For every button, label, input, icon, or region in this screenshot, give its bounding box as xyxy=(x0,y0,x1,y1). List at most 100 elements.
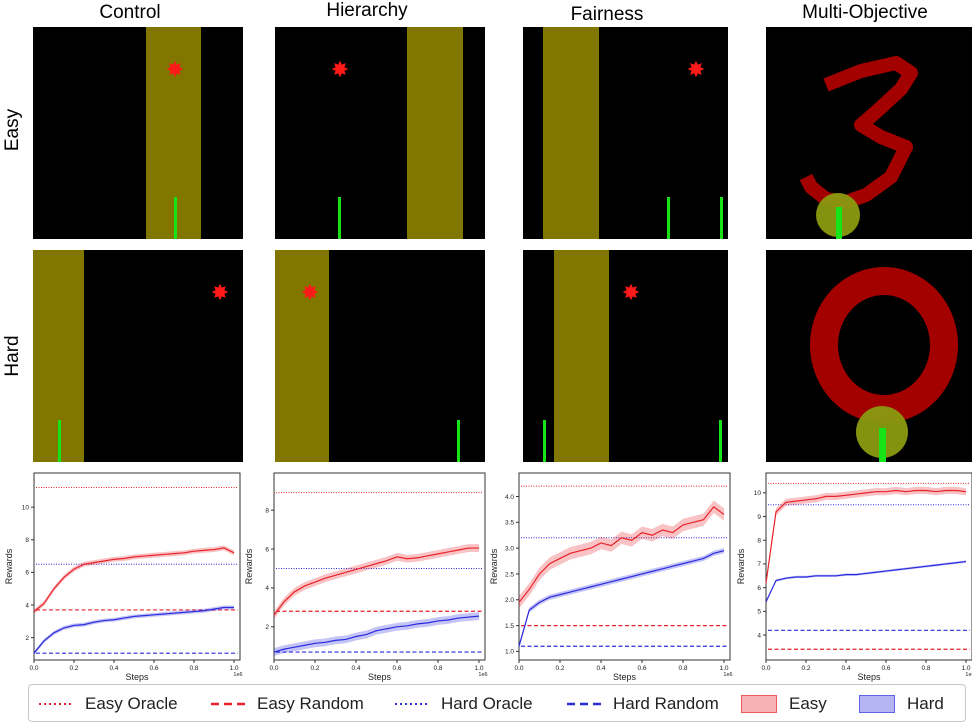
plot-control: 0.0 0.2 0.4 0.6 0.8 1.0 2 4 6 8 10 Steps Rewards 1e6 xyxy=(0,470,243,682)
plot-hierarchy: 0.0 0.2 0.4 0.6 0.8 1.0 2 4 6 8 Steps Rewards 1e6 xyxy=(244,470,488,682)
series-line-easy xyxy=(518,505,725,603)
y-tick-label: 10 xyxy=(22,504,30,511)
y-tick-label: 1.0 xyxy=(505,649,514,656)
x-tick-label: 0.6 xyxy=(392,665,401,672)
series-line-hard xyxy=(33,606,234,654)
lane-band xyxy=(554,250,609,462)
y-tick-label: 9 xyxy=(757,514,761,521)
lane-band xyxy=(275,250,329,462)
y-tick-label: 2 xyxy=(25,635,29,642)
dotted-line-icon xyxy=(395,703,429,705)
y-tick-label: 3.5 xyxy=(505,520,514,527)
series-line-easy xyxy=(765,489,967,583)
env-panel-multi-objective-easy xyxy=(766,27,972,239)
y-tick-label: 10 xyxy=(754,490,762,497)
agent-marker xyxy=(174,197,177,239)
y-tick-label: 5 xyxy=(757,609,761,616)
y-tick-label: 8 xyxy=(757,538,761,545)
x-tick-label: 0.4 xyxy=(109,665,118,672)
x-tick-label: 1.0 xyxy=(229,665,238,672)
legend-label: Easy Oracle xyxy=(85,694,178,713)
y-tick-label: 6 xyxy=(265,546,269,553)
x-tick-label: 0.0 xyxy=(761,665,770,672)
legend-item-hard: Hard xyxy=(859,685,944,723)
column-title-fairness: Fairness xyxy=(570,4,644,25)
series-line-easy xyxy=(273,547,479,616)
row-label-easy: Easy xyxy=(2,108,23,152)
x-exponent-label: 1e6 xyxy=(478,672,487,678)
x-axis-label: Steps xyxy=(857,672,881,682)
fill-swatch-icon xyxy=(859,695,895,713)
x-tick-label: 1.0 xyxy=(961,665,970,672)
plot-frame xyxy=(33,472,241,661)
lane-band xyxy=(407,27,463,239)
plot-multi-objective: 0.0 0.2 0.4 0.6 0.8 1.0 4 5 6 7 8 9 10 Steps Rewards 1e… xyxy=(736,470,972,682)
plot-frame xyxy=(273,472,486,661)
series-band-easy xyxy=(34,545,234,615)
x-tick-label: 0.6 xyxy=(881,665,890,672)
series-line-easy xyxy=(33,547,235,613)
legend-item-easy-oracle: Easy Oracle xyxy=(39,685,178,723)
y-tick-label: 4.0 xyxy=(505,494,514,501)
target-marker: ✸ xyxy=(300,280,320,305)
agent-marker xyxy=(338,197,341,239)
plot-frame xyxy=(765,472,972,661)
agent-marker xyxy=(720,197,723,239)
env-panel-fairness-hard: ✸ xyxy=(523,250,728,462)
dashed-line-icon xyxy=(567,702,601,706)
x-tick-label: 0.8 xyxy=(189,665,198,672)
x-tick-label: 0.6 xyxy=(149,665,158,672)
y-axis-label: Rewards xyxy=(4,548,14,584)
y-tick-label: 4 xyxy=(25,602,29,609)
x-tick-label: 0.2 xyxy=(69,665,78,672)
x-tick-label: 0.2 xyxy=(555,665,564,672)
env-panel-multi-objective-hard xyxy=(766,250,972,462)
target-marker: ✸ xyxy=(621,280,641,305)
agent-marker xyxy=(543,420,546,462)
legend: Easy Oracle Easy Random Hard Oracle Hard… xyxy=(28,684,966,722)
legend-item-hard-random: Hard Random xyxy=(567,685,719,723)
env-panel-control-easy: ✸ xyxy=(33,27,243,239)
agent-marker xyxy=(457,420,460,462)
digit-zero xyxy=(810,267,958,462)
y-tick-label: 4 xyxy=(757,632,761,639)
agent-marker xyxy=(58,420,61,462)
env-panel-control-hard: ✸ xyxy=(33,250,243,462)
y-tick-label: 4 xyxy=(265,585,269,592)
y-tick-label: 2.0 xyxy=(505,597,514,604)
x-tick-label: 0.0 xyxy=(514,665,523,672)
row-label-hard: Hard xyxy=(2,335,23,377)
target-marker: ✸ xyxy=(686,57,706,82)
plot-fairness: 0.0 0.2 0.4 0.6 0.8 1.0 1.0 1.5 2.0 2.5 3.0 3.5 4.0 S… xyxy=(489,470,733,682)
agent-marker xyxy=(719,420,722,462)
x-tick-label: 0.8 xyxy=(433,665,442,672)
x-axis-label: Steps xyxy=(613,672,637,682)
y-tick-label: 8 xyxy=(25,537,29,544)
x-tick-label: 0.0 xyxy=(269,665,278,672)
fill-swatch-icon xyxy=(741,695,777,713)
dotted-line-icon xyxy=(39,703,73,705)
y-tick-label: 6 xyxy=(757,585,761,592)
legend-label: Easy Random xyxy=(257,694,364,713)
x-tick-label: 0.2 xyxy=(310,665,319,672)
column-title-multi-objective: Multi-Objective xyxy=(802,2,928,23)
lane-band xyxy=(543,27,599,239)
target-marker: ✸ xyxy=(165,57,185,82)
legend-label: Easy xyxy=(789,694,827,713)
y-tick-label: 1.5 xyxy=(505,623,514,630)
agent-marker xyxy=(667,197,670,239)
series-line-hard xyxy=(273,615,480,653)
x-tick-label: 0.4 xyxy=(596,665,605,672)
target-marker: ✸ xyxy=(330,57,350,82)
legend-item-easy-random: Easy Random xyxy=(211,685,364,723)
series-line-hard xyxy=(765,560,967,603)
x-tick-label: 1.0 xyxy=(474,665,483,672)
series-band-hard xyxy=(766,560,966,604)
target-marker: ✸ xyxy=(210,280,230,305)
env-panel-hierarchy-easy: ✸ xyxy=(275,27,485,239)
x-exponent-label: 1e6 xyxy=(965,672,972,678)
column-title-hierarchy: Hierarchy xyxy=(326,0,408,21)
x-tick-label: 0.8 xyxy=(678,665,687,672)
env-panel-fairness-easy: ✸ xyxy=(523,27,728,239)
legend-label: Hard Random xyxy=(613,694,719,713)
